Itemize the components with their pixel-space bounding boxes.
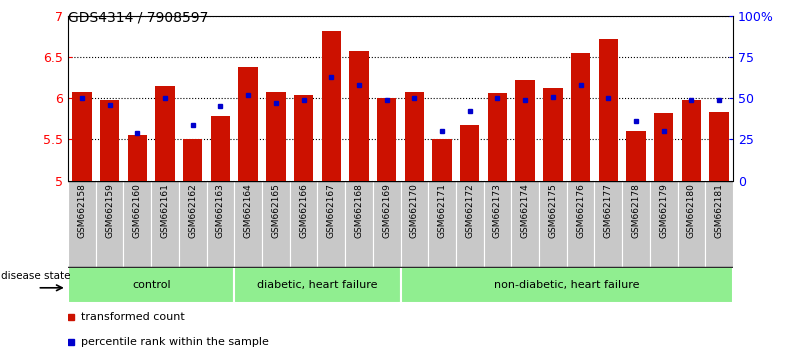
Text: GSM662180: GSM662180	[687, 183, 696, 238]
Text: GSM662175: GSM662175	[549, 183, 557, 238]
Text: GSM662177: GSM662177	[604, 183, 613, 238]
Text: GSM662159: GSM662159	[105, 183, 114, 238]
Bar	[151, 181, 179, 267]
Bar	[155, 86, 175, 181]
Bar	[598, 39, 618, 181]
Bar	[123, 181, 151, 267]
Bar	[543, 87, 562, 181]
Bar	[654, 113, 674, 181]
Bar	[211, 116, 230, 181]
Bar	[127, 135, 147, 181]
Bar	[377, 98, 396, 181]
Bar	[235, 181, 262, 267]
Bar	[682, 100, 701, 181]
Bar	[429, 181, 456, 267]
Bar	[345, 181, 372, 267]
Text: GSM662168: GSM662168	[355, 183, 364, 238]
Bar	[183, 139, 203, 181]
Bar	[321, 31, 341, 181]
Bar	[567, 181, 594, 267]
Text: GDS4314 / 7908597: GDS4314 / 7908597	[68, 11, 208, 25]
Text: GSM662163: GSM662163	[216, 183, 225, 238]
Text: non-diabetic, heart failure: non-diabetic, heart failure	[494, 280, 639, 290]
Text: control: control	[132, 280, 171, 290]
Text: disease state: disease state	[1, 271, 70, 281]
Bar	[626, 131, 646, 181]
Text: GSM662181: GSM662181	[714, 183, 723, 238]
Text: GSM662158: GSM662158	[78, 183, 87, 238]
Bar	[100, 100, 119, 181]
Bar	[400, 181, 429, 267]
Text: GSM662172: GSM662172	[465, 183, 474, 238]
Bar	[405, 92, 424, 181]
Bar	[72, 92, 91, 181]
Bar	[622, 181, 650, 267]
Bar	[235, 267, 400, 303]
Text: GSM662160: GSM662160	[133, 183, 142, 238]
Bar	[290, 181, 317, 267]
Bar	[96, 181, 123, 267]
Text: diabetic, heart failure: diabetic, heart failure	[257, 280, 377, 290]
Text: GSM662176: GSM662176	[576, 183, 585, 238]
Text: GSM662164: GSM662164	[244, 183, 252, 238]
Bar	[372, 181, 400, 267]
Bar	[460, 125, 480, 181]
Bar	[705, 181, 733, 267]
Text: GSM662179: GSM662179	[659, 183, 668, 238]
Bar	[68, 181, 96, 267]
Bar	[262, 181, 290, 267]
Bar	[349, 51, 368, 181]
Bar	[239, 67, 258, 181]
Text: GSM662171: GSM662171	[437, 183, 446, 238]
Bar	[68, 267, 235, 303]
Bar	[433, 139, 452, 181]
Bar	[678, 181, 705, 267]
Bar	[294, 95, 313, 181]
Text: transformed count: transformed count	[82, 312, 185, 322]
Text: GSM662178: GSM662178	[631, 183, 641, 238]
Bar	[571, 53, 590, 181]
Text: GSM662165: GSM662165	[272, 183, 280, 238]
Text: GSM662162: GSM662162	[188, 183, 197, 238]
Text: GSM662174: GSM662174	[521, 183, 529, 238]
Bar	[179, 181, 207, 267]
Bar	[484, 181, 511, 267]
Text: GSM662173: GSM662173	[493, 183, 502, 238]
Text: GSM662167: GSM662167	[327, 183, 336, 238]
Bar	[511, 181, 539, 267]
Bar	[594, 181, 622, 267]
Text: GSM662166: GSM662166	[299, 183, 308, 238]
Bar	[456, 181, 484, 267]
Bar	[400, 267, 733, 303]
Bar	[650, 181, 678, 267]
Text: GSM662161: GSM662161	[160, 183, 170, 238]
Bar	[488, 93, 507, 181]
Bar	[207, 181, 235, 267]
Bar	[317, 181, 345, 267]
Bar	[710, 112, 729, 181]
Bar	[266, 92, 285, 181]
Text: GSM662169: GSM662169	[382, 183, 391, 238]
Bar	[539, 181, 567, 267]
Text: percentile rank within the sample: percentile rank within the sample	[82, 337, 269, 347]
Text: GSM662170: GSM662170	[410, 183, 419, 238]
Bar	[516, 80, 535, 181]
